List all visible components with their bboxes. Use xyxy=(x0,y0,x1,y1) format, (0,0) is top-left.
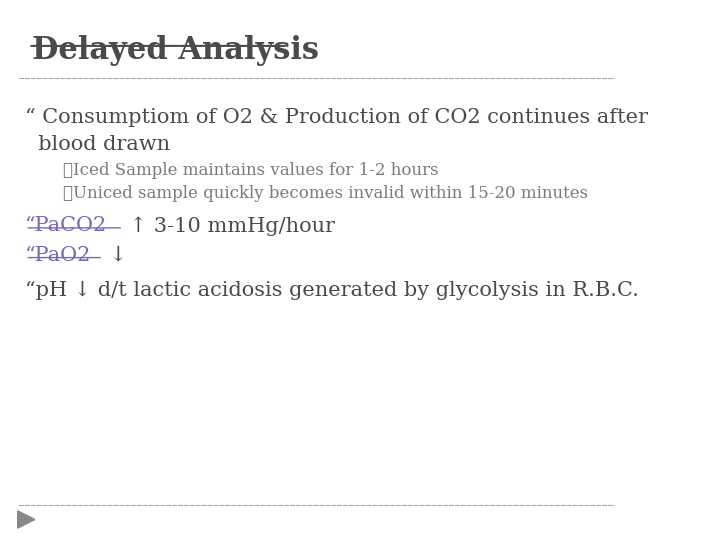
Text: ↑ 3-10 mmHg/hour: ↑ 3-10 mmHg/hour xyxy=(123,216,336,235)
Polygon shape xyxy=(18,511,35,528)
Text: Delayed Analysis: Delayed Analysis xyxy=(32,35,319,66)
Text: ➤Uniced sample quickly becomes invalid within 15-20 minutes: ➤Uniced sample quickly becomes invalid w… xyxy=(63,185,588,201)
Text: ↓: ↓ xyxy=(103,246,127,265)
Text: “ Consumptiom of O2 & Production of CO2 continues after: “ Consumptiom of O2 & Production of CO2 … xyxy=(25,108,648,127)
Text: “pH ↓ d/t lactic acidosis generated by glycolysis in R.B.C.: “pH ↓ d/t lactic acidosis generated by g… xyxy=(25,281,639,300)
Text: “PaO2: “PaO2 xyxy=(25,246,91,265)
Text: “PaCO2: “PaCO2 xyxy=(25,216,107,235)
Text: ➤Iced Sample maintains values for 1-2 hours: ➤Iced Sample maintains values for 1-2 ho… xyxy=(63,162,439,179)
Text: blood drawn: blood drawn xyxy=(25,135,171,154)
